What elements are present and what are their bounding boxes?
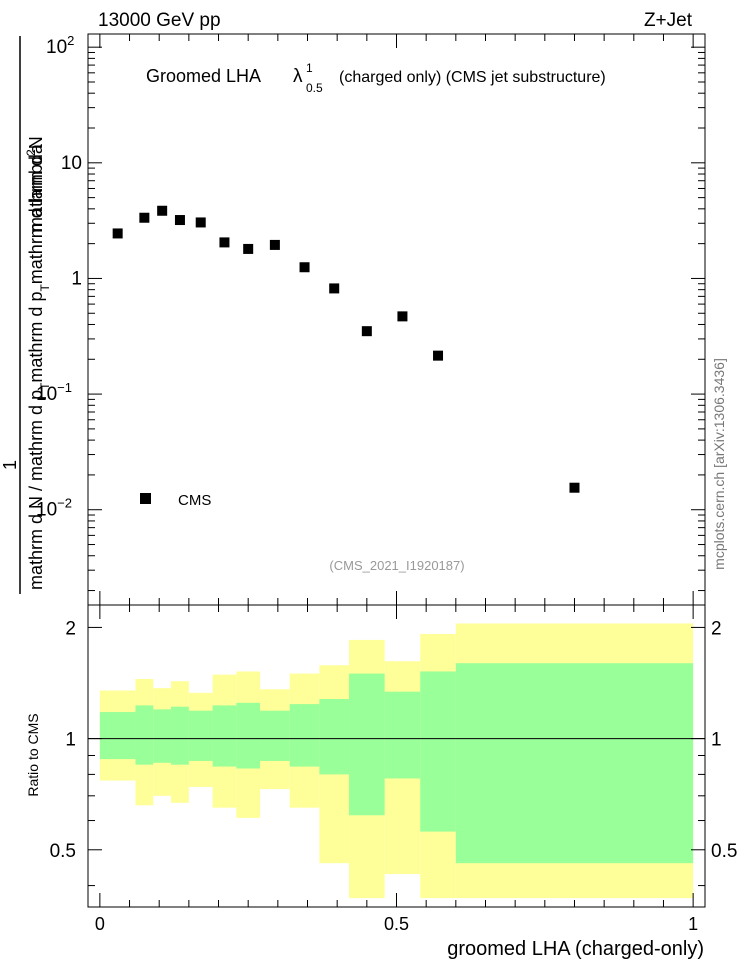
main-ytick-label-3: 10−1: [36, 380, 72, 405]
ylabel-line1-sup: 2: [24, 149, 38, 156]
ratio-ticks: 2 2 1 1 0.5 0.5: [50, 618, 737, 887]
ratio-green-band-13: [455, 663, 694, 864]
xtick-label-2: 1: [688, 914, 698, 934]
cms-data-point-3: [174, 215, 185, 226]
ratio-green-band-10: [349, 673, 385, 816]
svg-text:mathrm d N / mathrm d pTmathrm: mathrm d N / mathrm d pTmathrm d pTmathr…: [26, 143, 52, 590]
ratio-green-band-7: [260, 710, 290, 761]
xaxis-label: groomed LHA (charged-only): [447, 938, 704, 960]
ratio-green-band-12: [420, 671, 456, 832]
ratio-green-band-9: [319, 699, 350, 775]
main-y-ticks: 102 10 1 10−1 10−2: [36, 33, 705, 592]
cms-data-point-10: [361, 326, 372, 337]
main-ylabel: mathrm d2N mathrm d N / mathrm d pTmathr…: [0, 36, 52, 594]
ylabel-line1: mathrm d: [26, 156, 46, 232]
title-lambda-sub: 0.5: [306, 81, 323, 95]
ratio-ytick-label-left-0: 2: [65, 618, 76, 639]
cms-data-point-7: [269, 239, 280, 250]
ratio-green-band-5: [212, 705, 237, 767]
main-ytick-label-2: 1: [71, 268, 82, 289]
svg-text:mathrm d2N: mathrm d2N: [24, 136, 46, 232]
ylabel-denominator-rest: N / mathrm d p: [26, 390, 46, 509]
cms-data-point-6: [243, 243, 254, 254]
cms-data-point-9: [329, 283, 340, 294]
main-x-ticks: 0 0.5 1: [95, 34, 698, 934]
ratio-green-band-2: [153, 709, 172, 763]
title-lambda-sup: 1: [306, 61, 313, 75]
xtick-label-0: 0: [95, 914, 105, 934]
legend-label-cms: CMS: [178, 492, 211, 509]
ratio-green-band-6: [236, 702, 261, 769]
title-prefix: Groomed LHA: [146, 66, 261, 86]
cms-data-point-1: [139, 212, 150, 223]
main-ytick-label-1: 10: [61, 153, 82, 174]
ratio-ytick-label-right-0: 2: [711, 618, 722, 639]
ratio-bands: [88, 623, 705, 899]
ratio-green-band-4: [188, 710, 213, 761]
ratio-ytick-label-left-1: 1: [65, 730, 76, 751]
data-points: [112, 205, 580, 493]
ylabel-denominator-part1: mathrm d: [26, 514, 46, 590]
ratio-ytick-label-right-1: 1: [711, 730, 722, 751]
legend-marker-cms: [140, 493, 151, 504]
cms-data-point-4: [195, 217, 206, 228]
cms-data-point-8: [299, 262, 310, 273]
main-ytick-label-0: 102: [46, 33, 74, 58]
cms-data-point-11: [397, 311, 408, 322]
ratio-ylabel: Ratio to CMS: [25, 713, 41, 796]
cms-data-point-13: [569, 482, 580, 493]
cms-data-point-0: [112, 228, 123, 239]
ylabel-numerator: 1: [0, 460, 20, 470]
analysis-annotation: (CMS_2021_I1920187): [329, 558, 464, 573]
cms-data-point-5: [219, 237, 230, 248]
ylabel-denominator-sub: T: [38, 382, 52, 390]
mcplots-side-label: mcplots.cern.ch [arXiv:1306.3436]: [711, 358, 727, 570]
ratio-green-band-1: [135, 705, 154, 765]
title-suffix: (charged only) (CMS jet substructure): [339, 69, 606, 86]
ratio-green-band-0: [99, 712, 136, 760]
energy-label: 13000 GeV pp: [98, 10, 221, 31]
ylabel-denominator-part3: mathrm d lambda: [26, 143, 46, 284]
title-lambda: λ: [293, 66, 303, 87]
cms-data-point-2: [157, 205, 168, 216]
main-ytick-label-4: 10−2: [36, 496, 72, 521]
ratio-ytick-label-right-2: 0.5: [711, 841, 737, 862]
process-label: Z+Jet: [644, 10, 693, 31]
ylabel-denominator-part2-sub: T: [38, 284, 52, 292]
cms-data-point-12: [433, 350, 444, 361]
main-plot-frame: [87, 33, 706, 606]
ratio-green-band-3: [171, 706, 189, 765]
ratio-green-band-8: [289, 704, 320, 767]
ylabel-line1-rest: N: [26, 136, 46, 149]
xtick-label-1: 0.5: [384, 914, 409, 934]
ylabel-denominator-part2: mathrm d p: [26, 292, 46, 383]
ratio-green-band-11: [384, 691, 421, 779]
plot-title: Groomed LHA λ 1 0.5 (charged only) (CMS …: [146, 61, 606, 95]
ratio-ytick-label-left-2: 0.5: [50, 841, 76, 862]
